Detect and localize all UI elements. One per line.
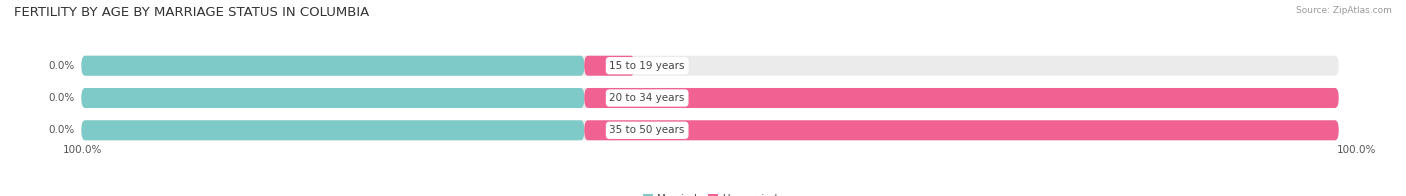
FancyBboxPatch shape — [82, 88, 1339, 108]
Text: 100.0%: 100.0% — [62, 145, 101, 155]
Text: 0.0%: 0.0% — [49, 93, 75, 103]
FancyBboxPatch shape — [82, 88, 585, 108]
Text: 0.0%: 0.0% — [49, 61, 75, 71]
Text: 100.0%: 100.0% — [1358, 125, 1398, 135]
FancyBboxPatch shape — [82, 120, 1339, 140]
Text: 15 to 19 years: 15 to 19 years — [609, 61, 685, 71]
Text: 0.0%: 0.0% — [49, 125, 75, 135]
FancyBboxPatch shape — [82, 56, 1339, 76]
Text: 35 to 50 years: 35 to 50 years — [609, 125, 685, 135]
FancyBboxPatch shape — [82, 120, 585, 140]
Legend: Married, Unmarried: Married, Unmarried — [638, 190, 782, 196]
Text: 100.0%: 100.0% — [1358, 93, 1398, 103]
Text: 0.0%: 0.0% — [654, 61, 679, 71]
FancyBboxPatch shape — [82, 56, 585, 76]
Text: 20 to 34 years: 20 to 34 years — [609, 93, 685, 103]
FancyBboxPatch shape — [585, 120, 1339, 140]
FancyBboxPatch shape — [585, 56, 634, 76]
FancyBboxPatch shape — [585, 88, 1339, 108]
Text: FERTILITY BY AGE BY MARRIAGE STATUS IN COLUMBIA: FERTILITY BY AGE BY MARRIAGE STATUS IN C… — [14, 6, 370, 19]
Text: 100.0%: 100.0% — [1337, 145, 1376, 155]
Text: Source: ZipAtlas.com: Source: ZipAtlas.com — [1296, 6, 1392, 15]
